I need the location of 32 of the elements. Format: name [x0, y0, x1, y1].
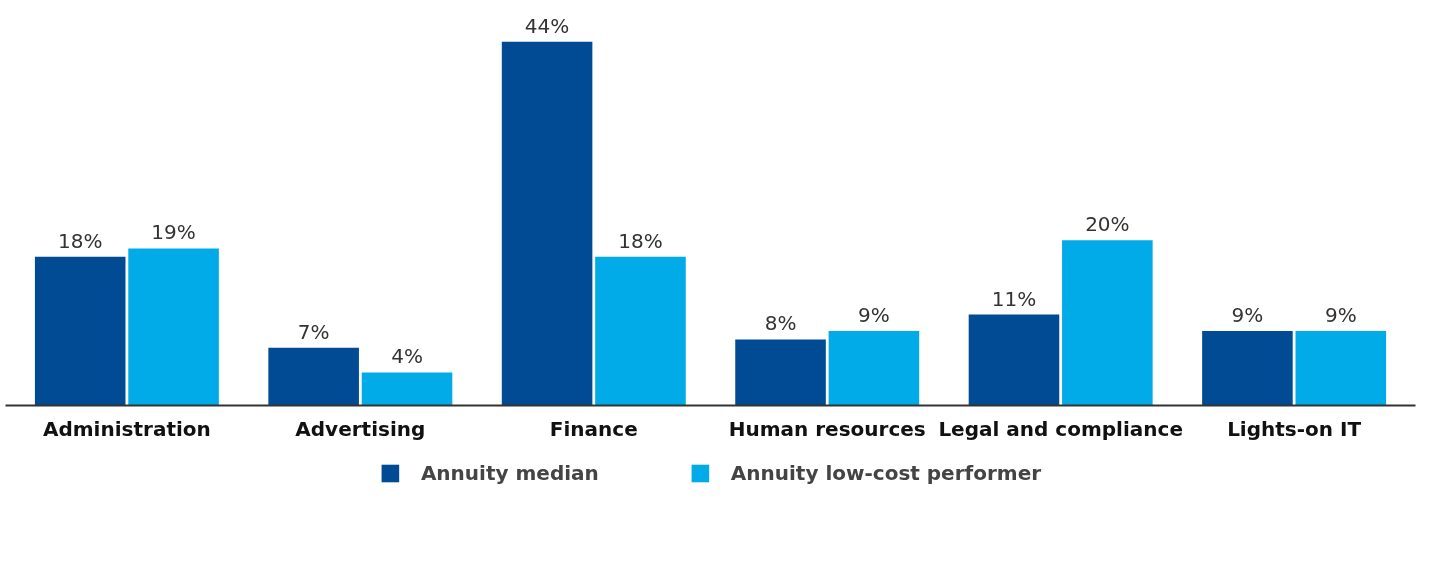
bar: [1202, 331, 1293, 406]
data-label: 18%: [57, 228, 103, 253]
bar: [128, 248, 219, 406]
data-label: 7%: [297, 319, 330, 344]
x-tick-label: Legal and compliance: [938, 416, 1183, 441]
bar: [34, 256, 126, 406]
data-label: 9%: [858, 303, 890, 328]
x-tick-label: Advertising: [295, 416, 426, 441]
bar: [735, 339, 826, 406]
x-tick-label: Human resources: [728, 416, 926, 441]
bar: [361, 372, 453, 406]
bar: [501, 41, 593, 406]
data-label: 4%: [391, 344, 423, 369]
data-label: 19%: [151, 220, 196, 245]
data-label: 44%: [524, 13, 570, 38]
data-label: 9%: [1231, 303, 1264, 328]
x-tick-label: Lights-on IT: [1227, 416, 1362, 441]
data-label: 8%: [764, 311, 797, 336]
bar: [1295, 331, 1387, 406]
x-tick-label: Administration: [42, 416, 211, 441]
bar: [1062, 240, 1153, 406]
bar: [828, 331, 920, 406]
bar: [968, 314, 1060, 406]
legend-label: Annuity low-cost performer: [730, 461, 1042, 485]
x-tick-label: Finance: [549, 416, 638, 441]
bar: [595, 256, 686, 406]
data-label: 11%: [991, 286, 1037, 311]
data-label: 20%: [1085, 212, 1130, 237]
data-label: 18%: [618, 228, 663, 253]
bar: [268, 347, 359, 406]
data-label: 9%: [1324, 303, 1357, 328]
legend-label: Annuity median: [420, 461, 599, 485]
